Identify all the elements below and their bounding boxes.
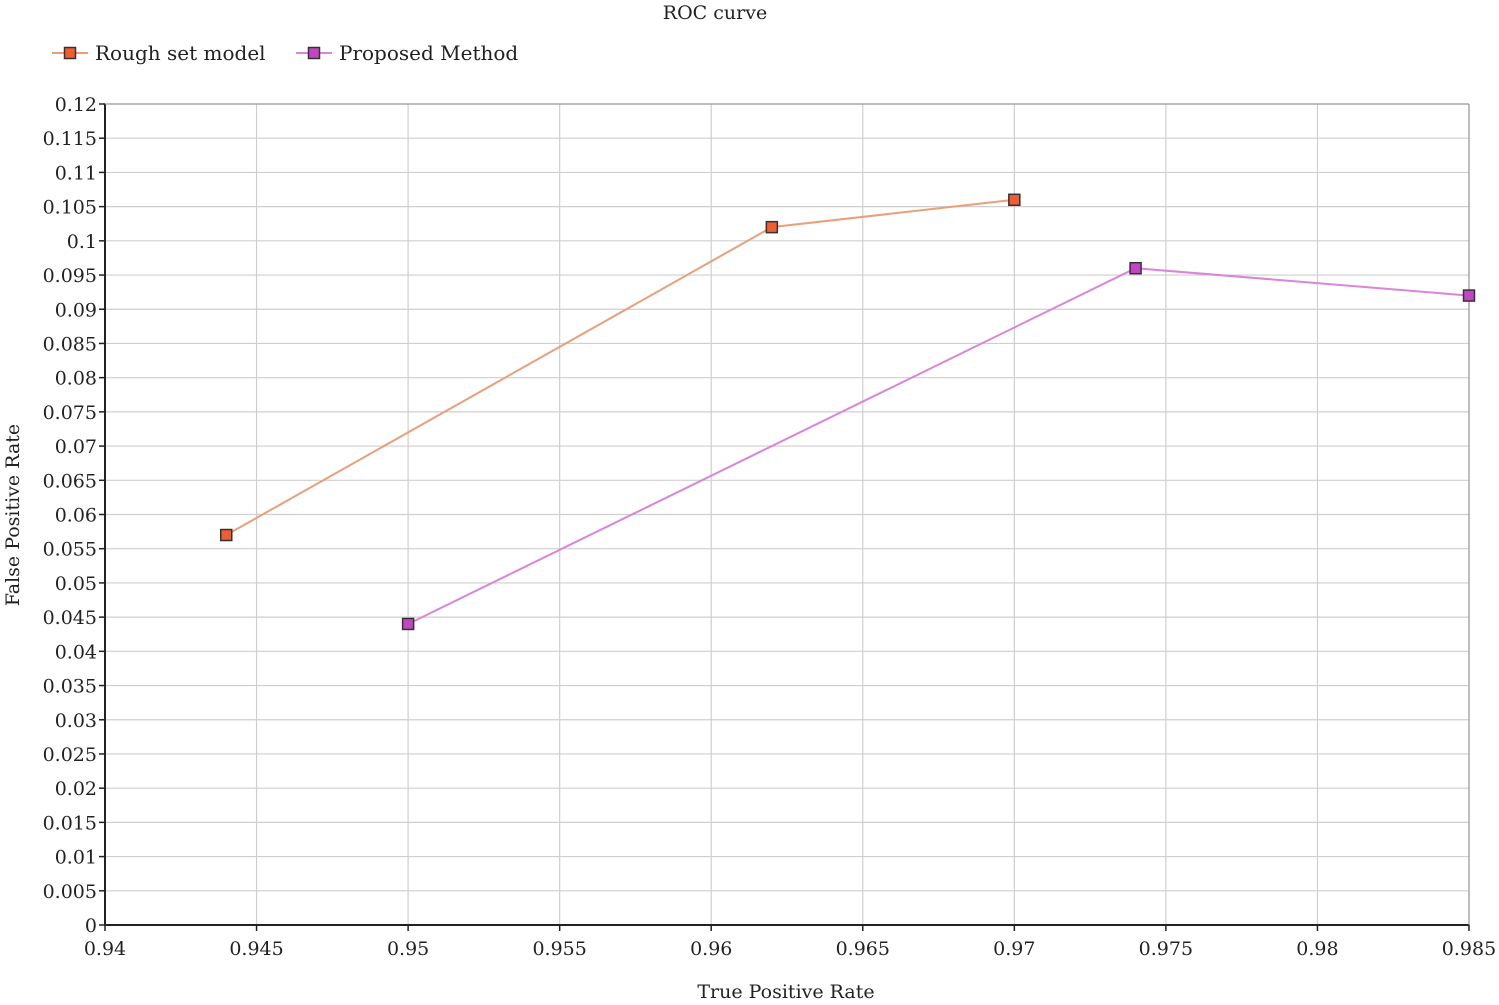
data-point [221, 530, 232, 541]
y-tick-label: 0.05 [55, 573, 97, 595]
y-tick-label: 0.045 [43, 607, 97, 629]
legend-label: Rough set model [95, 41, 266, 65]
y-tick-label: 0.065 [43, 470, 97, 492]
legend-label: Proposed Method [339, 41, 518, 65]
y-tick-label: 0.035 [43, 676, 97, 698]
legend-item: Rough set model [52, 41, 266, 65]
data-point [403, 618, 414, 629]
legend-item: Proposed Method [296, 41, 518, 65]
y-tick-label: 0.1 [67, 231, 97, 253]
x-tick-label: 0.975 [1139, 938, 1193, 960]
y-tick-label: 0.07 [55, 436, 97, 458]
x-tick-label: 0.985 [1442, 938, 1496, 960]
x-tick-label: 0.98 [1296, 938, 1338, 960]
x-tick-label: 0.97 [993, 938, 1035, 960]
y-tick-label: 0.005 [43, 881, 97, 903]
y-tick-label: 0.03 [55, 710, 97, 732]
y-tick-label: 0.085 [43, 333, 97, 355]
x-axis-title: True Positive Rate [697, 981, 874, 1003]
x-tick-label: 0.96 [690, 938, 732, 960]
y-tick-label: 0.06 [55, 505, 97, 527]
x-tick-label: 0.94 [84, 938, 126, 960]
data-point [1464, 290, 1475, 301]
y-tick-label: 0.015 [43, 812, 97, 834]
data-point [766, 222, 777, 233]
x-tick-label: 0.945 [229, 938, 283, 960]
x-tick-label: 0.965 [836, 938, 890, 960]
x-tick-label: 0.955 [532, 938, 586, 960]
chart-title: ROC curve [663, 2, 767, 24]
y-tick-label: 0.09 [55, 299, 97, 321]
data-point [1130, 263, 1141, 274]
y-tick-label: 0.12 [55, 94, 97, 116]
y-tick-label: 0.075 [43, 402, 97, 424]
series-1 [221, 194, 1020, 540]
y-tick-label: 0 [85, 915, 97, 937]
y-tick-label: 0.08 [55, 368, 97, 390]
y-axis-ticks: 0 0.005 0.01 0.015 0.02 0.025 0.03 0.035 0.04 0.0… [43, 94, 105, 937]
y-tick-label: 0.105 [43, 197, 97, 219]
data-point [1009, 194, 1020, 205]
grid [105, 104, 1469, 925]
x-tick-label: 0.95 [387, 938, 429, 960]
y-tick-label: 0.095 [43, 265, 97, 287]
y-tick-label: 0.11 [55, 162, 97, 184]
y-axis-title: False Positive Rate [2, 424, 24, 606]
legend-marker [309, 48, 320, 59]
y-tick-label: 0.02 [55, 778, 97, 800]
y-tick-label: 0.115 [43, 128, 97, 150]
legend-marker [65, 48, 76, 59]
y-tick-label: 0.04 [55, 641, 97, 663]
legend: Rough set model Proposed Method [52, 41, 518, 65]
series-line [226, 200, 1014, 535]
y-tick-label: 0.025 [43, 744, 97, 766]
y-tick-label: 0.055 [43, 539, 97, 561]
y-tick-label: 0.01 [55, 847, 97, 869]
x-axis-ticks: 0.94 0.945 0.95 0.955 0.96 0.965 0.97 0.975 0.98… [84, 925, 1496, 960]
